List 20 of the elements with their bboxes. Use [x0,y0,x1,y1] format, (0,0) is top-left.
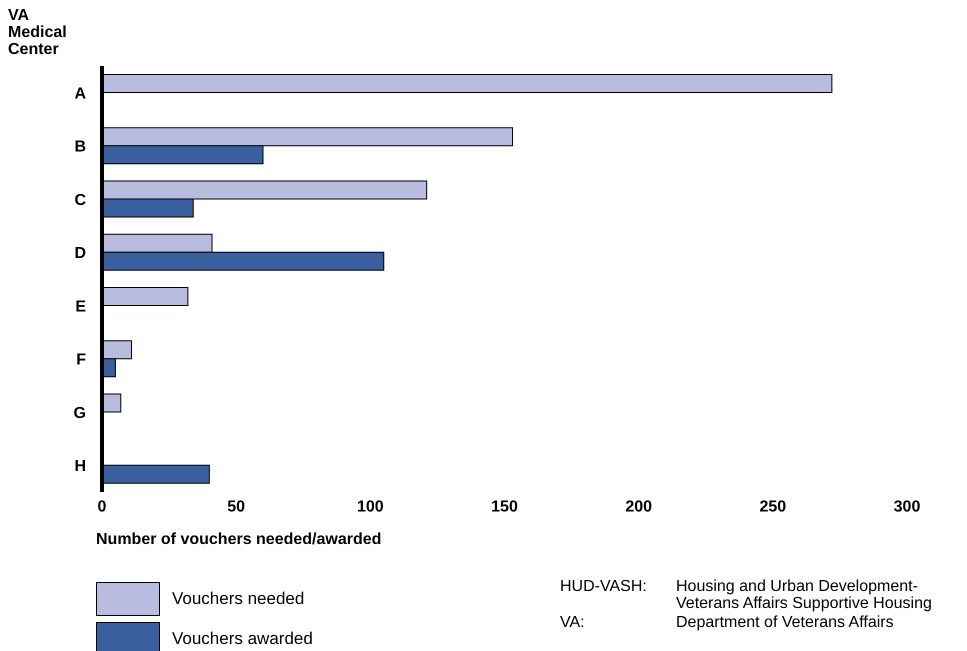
legend-label: Vouchers needed [172,589,304,609]
x-tick-label: 300 [894,498,920,516]
y-tick-label: B [74,138,86,156]
x-tick-label: 150 [491,498,518,516]
abbreviation-notes: HUD-VASH: Housing and Urban Development-Veterans Affairs Supportive Housing VA: Department of Veterans Affairs [560,578,933,633]
y-tick-label: C [74,192,86,209]
x-tick-label: 50 [227,498,246,516]
y-tick-label: F [76,352,86,369]
y-tick-label: G [74,404,86,422]
x-tick-label: 250 [759,498,786,516]
y-axis-title: VA Medical Center [8,7,67,58]
x-axis-title: Number of vouchers needed/awarded [96,531,382,548]
y-tick-label: D [74,245,86,262]
legend-label: Vouchers awarded [172,629,313,649]
x-tick-label: 100 [356,498,384,516]
y-tick-label: E [75,298,86,316]
y-tick-label: A [74,85,86,102]
x-tick-label: 0 [98,498,107,516]
x-tick-label: 200 [625,498,652,516]
y-tick-label: H [74,458,86,476]
